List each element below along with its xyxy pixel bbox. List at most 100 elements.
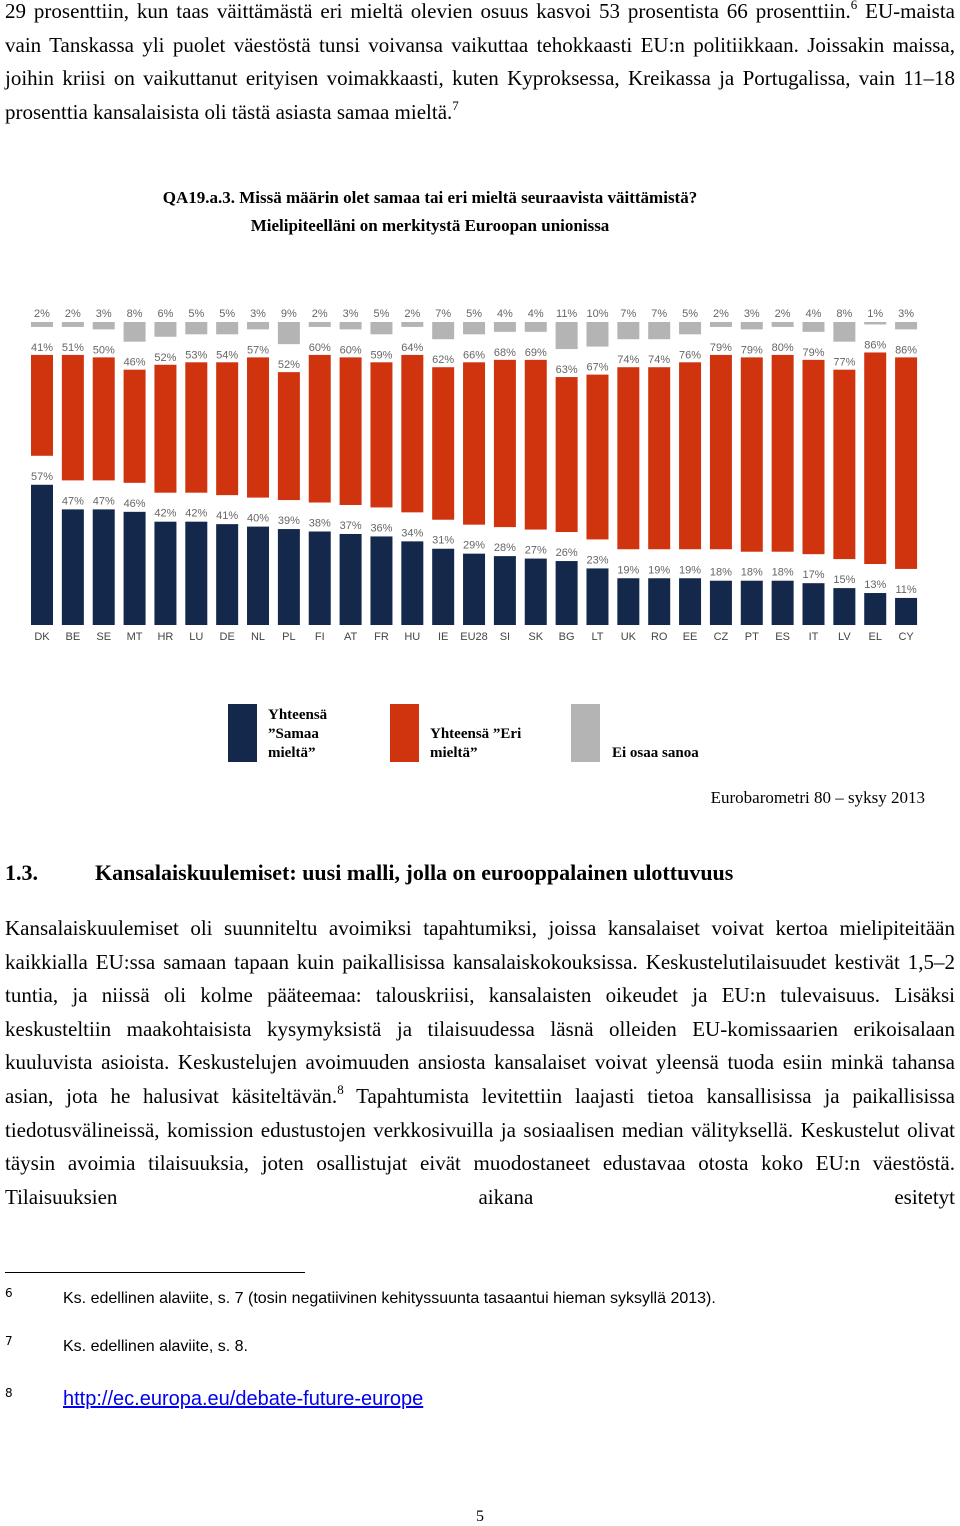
bar	[833, 369, 856, 560]
data-label: 59%	[370, 349, 392, 361]
bar	[308, 531, 331, 625]
bar	[493, 359, 516, 528]
bar	[216, 322, 239, 335]
footnote-number: 6	[5, 1286, 13, 1300]
bar	[802, 583, 825, 625]
bar	[648, 578, 671, 625]
legend-label: Yhteensä ”Samaa mieltä”	[268, 707, 328, 761]
bar	[277, 529, 300, 625]
bar	[771, 354, 794, 552]
bar	[524, 558, 547, 625]
x-tick-label: SE	[96, 631, 111, 643]
text-run: Tapahtumista levitettiin laajasti tietoa…	[5, 1083, 955, 1209]
data-label: 66%	[463, 349, 485, 361]
chart-source: Eurobarometri 80 – syksy 2013	[710, 788, 925, 807]
bar	[617, 322, 640, 340]
data-label: 19%	[679, 564, 701, 576]
bar	[432, 548, 455, 625]
bar	[401, 354, 424, 513]
data-label: 74%	[617, 354, 639, 366]
x-tick-label: LT	[591, 631, 603, 643]
data-label: 52%	[278, 359, 300, 371]
data-label: 57%	[247, 344, 269, 356]
x-tick-label: LV	[838, 631, 851, 643]
data-label: 2%	[312, 308, 328, 320]
data-label: 86%	[895, 344, 917, 356]
data-label: 86%	[864, 339, 886, 351]
data-label: 64%	[401, 342, 423, 354]
data-label: 34%	[401, 527, 423, 539]
x-tick-label: HR	[157, 631, 173, 643]
x-tick-label: BG	[559, 631, 575, 643]
data-label: 74%	[648, 354, 670, 366]
data-label: 19%	[617, 564, 639, 576]
bar	[833, 588, 856, 625]
data-label: 18%	[772, 567, 794, 579]
x-tick-label: EU28	[460, 631, 488, 643]
data-label: 63%	[556, 364, 578, 376]
bar	[123, 369, 146, 483]
chart-title: QA19.a.3. Missä määrin olet samaa tai er…	[162, 188, 698, 207]
bar	[586, 374, 609, 540]
data-label: 5%	[466, 308, 482, 320]
bar	[586, 568, 609, 625]
bar	[895, 357, 918, 569]
section-title: Kansalaiskuulemiset: uusi malli, jolla o…	[95, 860, 734, 885]
bar	[277, 372, 300, 501]
bar	[370, 362, 393, 508]
bar	[432, 322, 455, 340]
data-label: 3%	[898, 308, 914, 320]
x-tick-label: EE	[683, 631, 698, 643]
bar	[709, 580, 732, 625]
data-label: 42%	[154, 508, 176, 520]
bar	[463, 362, 486, 525]
bar	[895, 597, 918, 625]
data-label: 39%	[278, 515, 300, 527]
bar	[833, 322, 856, 342]
bar	[648, 367, 671, 550]
data-label: 17%	[802, 569, 824, 581]
footnote-number: 8	[5, 1386, 13, 1400]
bar	[247, 322, 270, 330]
bar	[679, 362, 702, 550]
data-label: 19%	[648, 564, 670, 576]
bar	[864, 352, 887, 565]
bar	[31, 484, 53, 625]
bar	[185, 521, 208, 625]
data-label: 76%	[679, 349, 701, 361]
bar	[247, 357, 270, 498]
data-label: 4%	[528, 308, 544, 320]
bar	[31, 354, 53, 456]
bar	[771, 322, 794, 327]
footnote-link[interactable]: http://ec.europa.eu/debate-future-europe	[63, 1388, 424, 1410]
bar	[524, 359, 547, 530]
legend-swatch	[228, 704, 257, 762]
data-label: 10%	[586, 308, 608, 320]
x-tick-label: PT	[745, 631, 759, 643]
data-label: 18%	[710, 567, 732, 579]
data-label: 5%	[682, 308, 698, 320]
bar	[123, 322, 146, 342]
data-label: 53%	[185, 349, 207, 361]
data-label: 46%	[124, 357, 146, 369]
x-tick-label: CY	[898, 631, 914, 643]
bar	[617, 578, 640, 625]
bar	[555, 561, 578, 625]
bar	[154, 521, 177, 625]
data-label: 6%	[157, 308, 173, 320]
bar	[185, 322, 208, 335]
x-tick-label: HU	[404, 631, 420, 643]
bar	[586, 322, 609, 347]
bar	[740, 322, 763, 330]
data-label: 69%	[525, 347, 547, 359]
bar	[339, 533, 362, 625]
bar	[463, 553, 486, 625]
data-label: 79%	[710, 342, 732, 354]
bar	[555, 377, 578, 533]
bar	[339, 322, 362, 330]
x-tick-label: IT	[809, 631, 819, 643]
bar	[740, 357, 763, 552]
footnote-ref: 7	[452, 97, 459, 113]
bar	[401, 541, 424, 625]
